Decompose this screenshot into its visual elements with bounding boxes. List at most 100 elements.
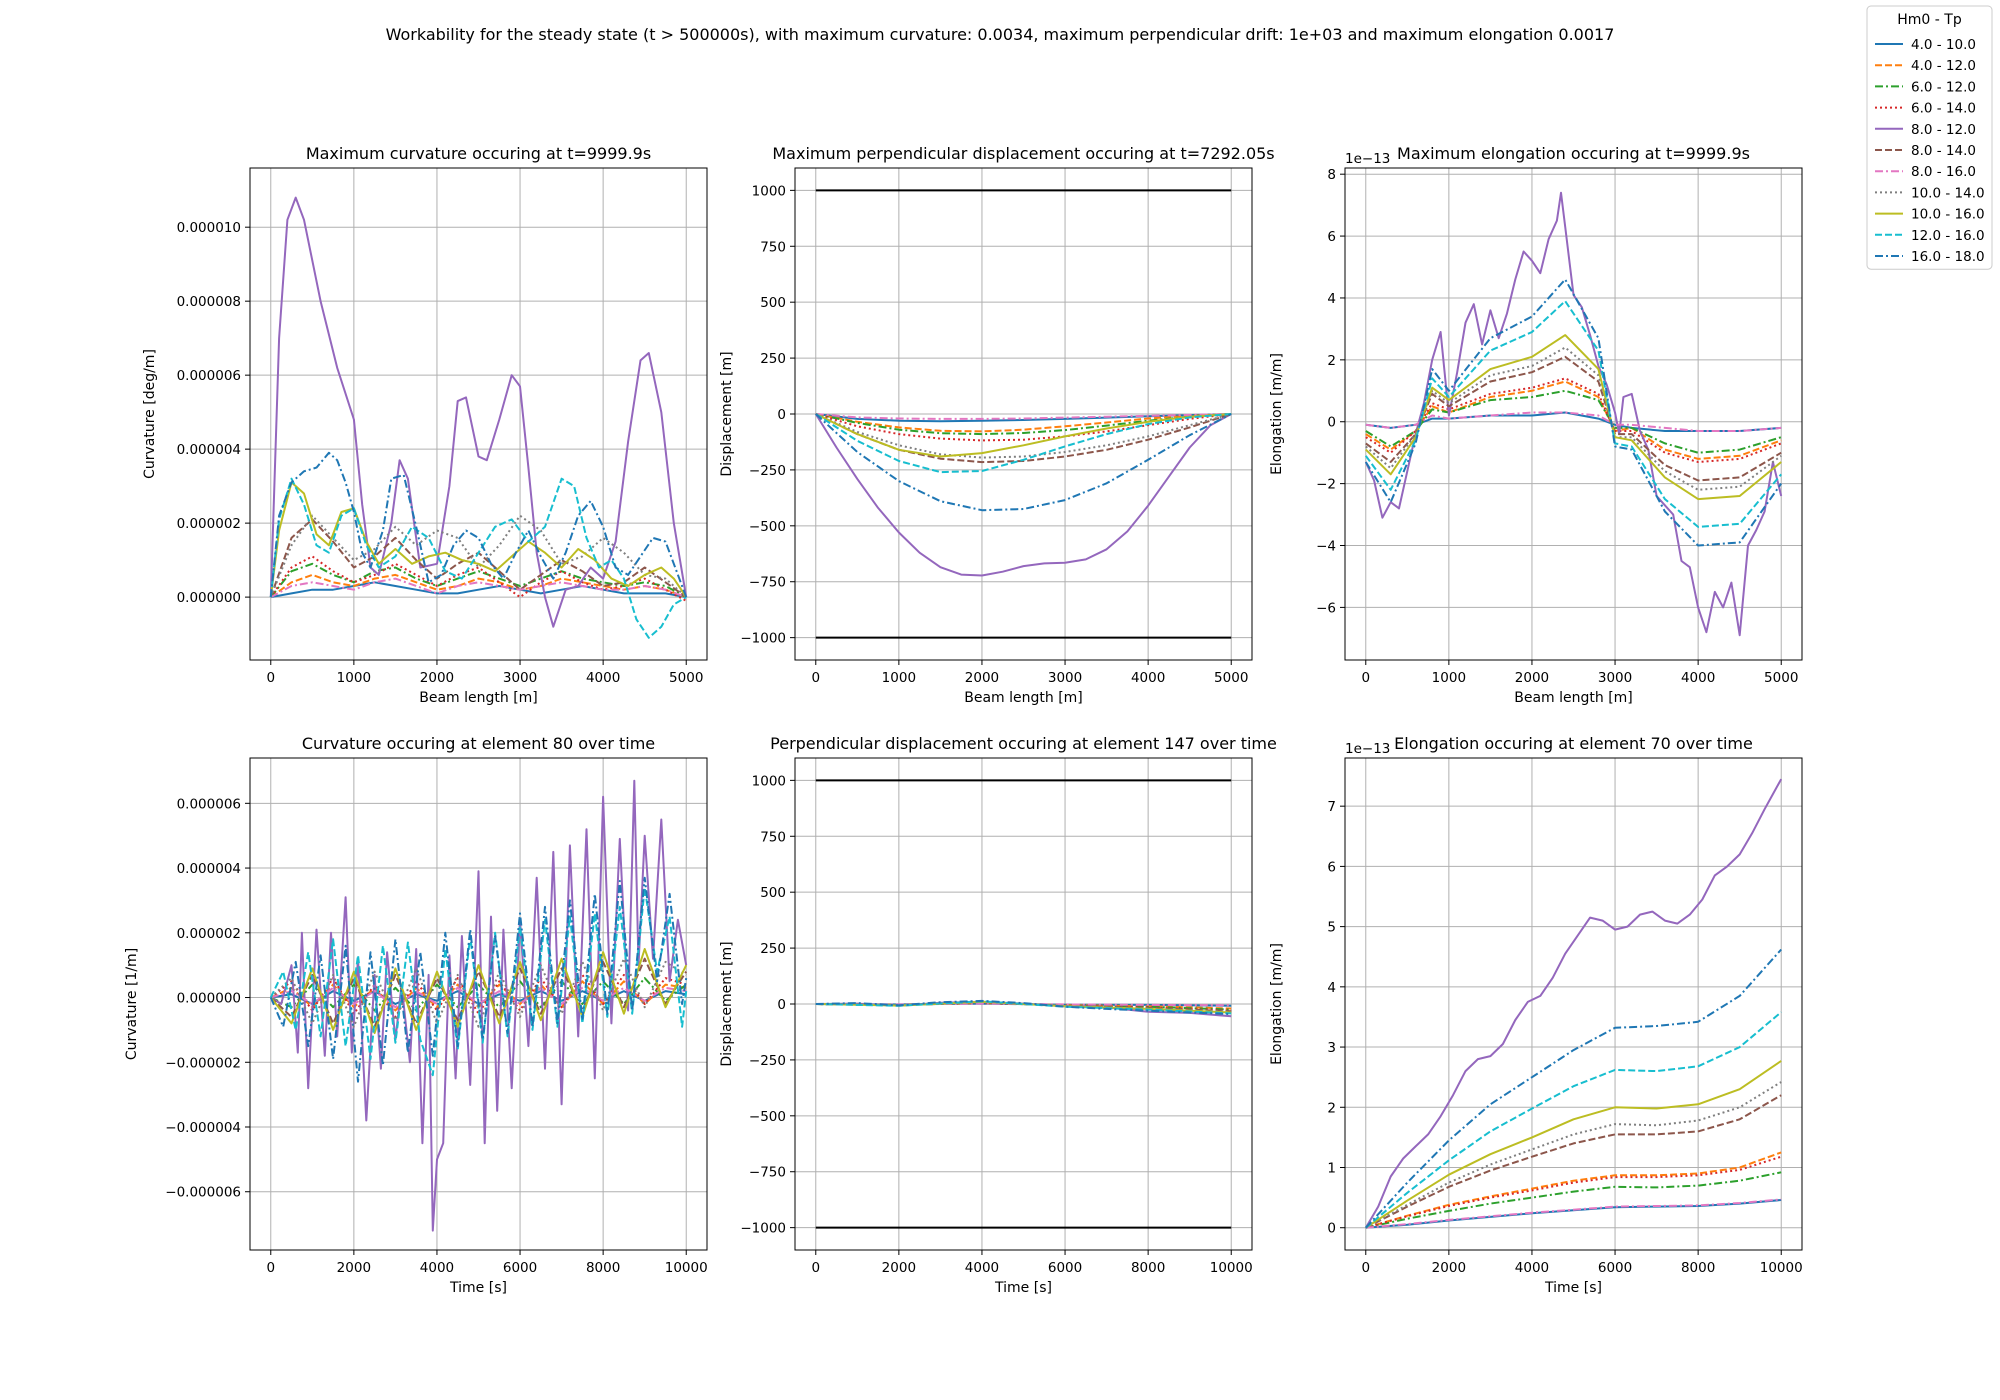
legend-title: Hm0 - Tp [1897, 12, 1962, 28]
series-line [1365, 1011, 1782, 1229]
series-line [1365, 948, 1782, 1229]
series-line [269, 555, 687, 602]
series-line [270, 573, 687, 599]
y-tick-label: 250 [760, 351, 786, 367]
subplot-6: 0 2000 4000 6000 8000 10000 0 1 2 3 4 5 6 7 Elongation… [1269, 734, 1803, 1296]
series-line [270, 977, 687, 1012]
x-tick-label: 4000 [1681, 670, 1715, 686]
series-line [815, 999, 1232, 1016]
x-axis-label: Beam length [m] [964, 690, 1083, 706]
subplot-title: Maximum elongation occuring at t=9999.9s [1397, 144, 1750, 163]
y-tick-label: 4 [1327, 291, 1336, 307]
y-tick-label: −1000 [740, 631, 786, 647]
y-tick-label: −750 [749, 575, 786, 591]
y-tick-label: 4 [1327, 980, 1336, 996]
legend-label: 4.0 - 10.0 [1911, 37, 1976, 53]
series-line [1365, 411, 1782, 432]
series-line [1365, 1171, 1782, 1229]
x-tick-label: 4000 [586, 670, 620, 686]
y-tick-label: 0.000004 [177, 861, 241, 877]
x-tick-label: 5000 [1764, 670, 1798, 686]
x-tick-label: 4000 [1515, 1260, 1549, 1276]
y-tick-label: −0.000006 [165, 1185, 241, 1201]
series-line [1365, 1060, 1782, 1229]
y-tick-label: −250 [749, 463, 786, 479]
y-tick-label: 2 [1327, 353, 1336, 369]
y-tick-label: 0.000004 [177, 442, 241, 458]
legend-label: 12.0 - 16.0 [1911, 228, 1985, 244]
x-tick-label: 3000 [1598, 670, 1632, 686]
legend-label: 6.0 - 14.0 [1911, 101, 1976, 117]
series-line [1364, 300, 1782, 528]
y-tick-label: 0.000010 [177, 220, 241, 236]
y-tick-label: 250 [760, 941, 786, 957]
legend-label: 8.0 - 16.0 [1911, 164, 1976, 180]
legend-label: 10.0 - 14.0 [1911, 185, 1985, 201]
y-tick-label: 0.000002 [177, 926, 241, 942]
plot-lines [814, 189, 1232, 639]
series-line [815, 413, 1232, 442]
x-tick-label: 6000 [1048, 1260, 1082, 1276]
y-tick-label: 750 [760, 829, 786, 845]
y-axis-label: Displacement [m] [719, 351, 735, 476]
y-tick-label: 1 [1327, 1160, 1336, 1176]
y-tick-label: 6 [1327, 229, 1336, 245]
y-tick-label: −0.000002 [165, 1055, 241, 1071]
x-tick-label: 1000 [337, 670, 371, 686]
subplot-title: Maximum curvature occuring at t=9999.9s [306, 144, 651, 163]
y-tick-label: 0.000000 [177, 991, 241, 1007]
x-tick-label: 2000 [965, 670, 999, 686]
y-tick-label: −750 [749, 1165, 786, 1181]
x-tick-label: 2000 [337, 1260, 371, 1276]
y-tick-label: 0 [777, 407, 786, 423]
y-tick-label: 500 [760, 885, 786, 901]
y-axis-label: Curvature [1/m] [124, 948, 140, 1060]
y-tick-label: −500 [749, 519, 786, 535]
x-tick-label: 6000 [1598, 1260, 1632, 1276]
x-tick-label: 0 [266, 1260, 275, 1276]
x-tick-label: 1000 [1432, 670, 1466, 686]
x-tick-label: 8000 [586, 1260, 620, 1276]
series-line [1365, 1198, 1782, 1229]
y-tick-label: 750 [760, 239, 786, 255]
legend-label: 16.0 - 18.0 [1911, 249, 1985, 265]
x-axis-label: Beam length [m] [1514, 690, 1633, 706]
series-line [1365, 1155, 1782, 1229]
series-line [269, 886, 688, 1077]
y-tick-label: 0.000008 [177, 294, 241, 310]
x-tick-label: 4000 [420, 1260, 454, 1276]
legend-frame [1866, 5, 1993, 270]
y-tick-label: −0.000004 [165, 1120, 241, 1136]
y-tick-label: −250 [749, 1053, 786, 1069]
subplot-4: 0 2000 4000 6000 8000 10000 −0.000006 −0.000004… [124, 734, 708, 1296]
legend-label: 10.0 - 16.0 [1911, 207, 1985, 223]
legend-label: 8.0 - 12.0 [1911, 122, 1976, 138]
y-axis-label: Elongation [m/m] [1269, 353, 1285, 475]
series-line [269, 876, 688, 1083]
series-line [815, 413, 1232, 433]
series-line [1364, 278, 1783, 547]
x-tick-label: 2000 [1432, 1260, 1466, 1276]
y-tick-label: 5 [1327, 920, 1336, 936]
series-line [270, 581, 687, 599]
x-tick-label: 0 [1361, 670, 1370, 686]
subplot-title: Perpendicular displacement occuring at e… [770, 734, 1277, 753]
x-tick-label: 0 [1361, 1260, 1370, 1276]
subplot-2: 0 1000 2000 3000 4000 5000 −1000 −750 −500 −250 0 2… [719, 144, 1275, 706]
subplot-5: 0 2000 4000 6000 8000 10000 −1000 −750 −500 −250 0… [719, 734, 1277, 1296]
series-line [269, 477, 687, 639]
x-tick-label: 8000 [1131, 1260, 1165, 1276]
series-line [1365, 377, 1782, 463]
x-tick-label: 6000 [503, 1260, 537, 1276]
x-tick-label: 10000 [665, 1260, 708, 1276]
y-tick-label: 0 [1327, 1221, 1336, 1237]
x-tick-label: 2000 [1515, 670, 1549, 686]
subplot-title: Elongation occuring at element 70 over t… [1394, 734, 1753, 753]
axes-frame [1344, 167, 1803, 661]
series-line [815, 1002, 1232, 1010]
x-axis-label: Time [s] [994, 1280, 1052, 1296]
y-tick-label: −500 [749, 1109, 786, 1125]
series-line [815, 1000, 1232, 1015]
x-tick-label: 5000 [669, 670, 703, 686]
subplot-title: Curvature occuring at element 80 over ti… [302, 734, 655, 753]
